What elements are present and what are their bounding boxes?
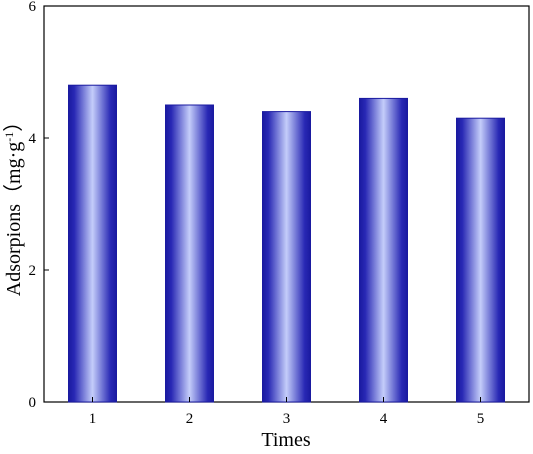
x-tick-label-5: 5 [477, 411, 485, 427]
y-tick-label-0: 0 [29, 395, 37, 411]
bar-3 [262, 111, 311, 403]
bars-group [68, 84, 505, 403]
x-tick-label-2: 2 [186, 411, 194, 427]
y-tick-label-2: 2 [29, 263, 37, 279]
x-axis-title: Times [261, 429, 311, 451]
y-axis-title-main: Adsorpions（mg·g [2, 142, 25, 296]
x-tick-label-3: 3 [283, 411, 291, 427]
y-axis-title: Adsorpions（mg·g-1） [2, 112, 25, 296]
bar-4 [359, 97, 408, 403]
x-tick-label-4: 4 [380, 411, 388, 427]
y-ticks-group: 0 2 4 6 [29, 0, 49, 411]
x-tick-label-1: 1 [89, 411, 97, 427]
bar-1 [68, 84, 117, 403]
bar-5 [456, 117, 505, 403]
y-tick-label-6: 6 [29, 0, 37, 15]
y-axis-title-close: ） [2, 112, 25, 132]
bar-2 [165, 104, 214, 403]
y-axis-title-superscript: -1 [2, 132, 16, 142]
x-ticks-group: 1 2 3 4 5 [89, 397, 485, 427]
y-tick-label-4: 4 [29, 131, 37, 147]
